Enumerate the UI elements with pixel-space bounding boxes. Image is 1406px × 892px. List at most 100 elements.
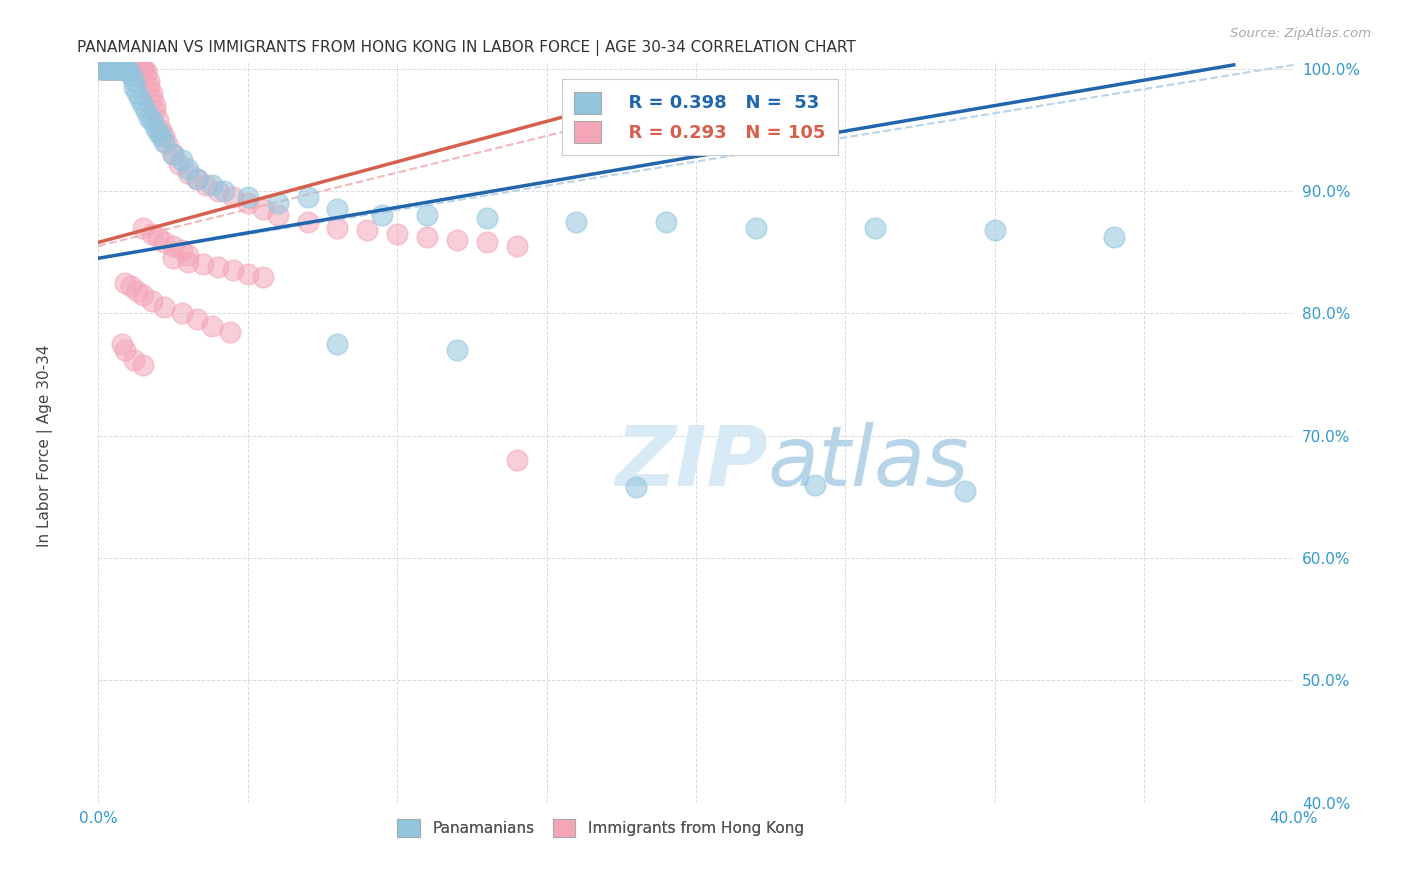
Point bbox=[475, 235, 498, 250]
Point bbox=[143, 98, 166, 112]
Point bbox=[1104, 230, 1126, 244]
Point bbox=[96, 62, 118, 76]
Point bbox=[141, 112, 163, 127]
Point bbox=[108, 62, 131, 76]
Point bbox=[162, 147, 184, 161]
Legend: Panamanians, Immigrants from Hong Kong: Panamanians, Immigrants from Hong Kong bbox=[391, 813, 810, 843]
Point bbox=[124, 352, 146, 367]
Point bbox=[98, 62, 122, 76]
Point bbox=[297, 214, 319, 228]
Point bbox=[177, 165, 200, 179]
Point bbox=[297, 190, 319, 204]
Point bbox=[141, 92, 163, 106]
Point bbox=[655, 214, 678, 228]
Point bbox=[207, 260, 229, 274]
Point bbox=[114, 62, 136, 76]
Point bbox=[132, 62, 155, 76]
Point bbox=[127, 285, 149, 299]
Point bbox=[446, 233, 468, 247]
Point bbox=[114, 276, 136, 290]
Point bbox=[124, 62, 146, 76]
Point bbox=[191, 257, 214, 271]
Text: ZIP: ZIP bbox=[614, 422, 768, 503]
Point bbox=[150, 122, 173, 136]
Point bbox=[416, 230, 439, 244]
Point bbox=[804, 477, 827, 491]
Point bbox=[385, 227, 409, 241]
Point bbox=[120, 62, 142, 76]
Point bbox=[105, 62, 128, 76]
Point bbox=[865, 220, 887, 235]
Point bbox=[120, 279, 142, 293]
Point bbox=[120, 62, 142, 76]
Point bbox=[108, 62, 131, 76]
Point bbox=[124, 62, 146, 76]
Point bbox=[162, 252, 184, 266]
Point bbox=[90, 62, 112, 76]
Point bbox=[120, 62, 142, 76]
Point bbox=[138, 74, 160, 88]
Point bbox=[103, 62, 125, 76]
Point bbox=[127, 86, 149, 100]
Point bbox=[475, 211, 498, 225]
Point bbox=[267, 208, 290, 222]
Point bbox=[141, 86, 163, 100]
Point bbox=[143, 104, 166, 119]
Point bbox=[135, 104, 157, 119]
Point bbox=[252, 269, 274, 284]
Point bbox=[267, 196, 290, 211]
Point bbox=[111, 62, 134, 76]
Point bbox=[148, 230, 170, 244]
Point bbox=[162, 239, 184, 253]
Point bbox=[236, 196, 259, 211]
Point bbox=[114, 62, 136, 76]
Point bbox=[124, 74, 146, 88]
Point bbox=[177, 161, 200, 176]
Point bbox=[132, 288, 155, 302]
Point bbox=[207, 184, 229, 198]
Point bbox=[195, 178, 218, 192]
Point bbox=[148, 112, 170, 127]
Point bbox=[111, 62, 134, 76]
Point bbox=[117, 64, 139, 78]
Point bbox=[138, 111, 160, 125]
Text: PANAMANIAN VS IMMIGRANTS FROM HONG KONG IN LABOR FORCE | AGE 30-34 CORRELATION C: PANAMANIAN VS IMMIGRANTS FROM HONG KONG … bbox=[77, 40, 856, 56]
Point bbox=[222, 263, 245, 277]
Point bbox=[127, 62, 149, 76]
Point bbox=[201, 178, 224, 192]
Point bbox=[111, 62, 134, 76]
Point bbox=[105, 62, 128, 76]
Point bbox=[98, 62, 122, 76]
Point bbox=[129, 62, 152, 76]
Point bbox=[135, 64, 157, 78]
Point bbox=[124, 62, 146, 76]
Point bbox=[626, 480, 648, 494]
Point bbox=[111, 62, 134, 76]
Point bbox=[117, 62, 139, 76]
Point bbox=[953, 483, 976, 498]
Point bbox=[172, 153, 194, 168]
Point bbox=[96, 62, 118, 76]
Point bbox=[103, 62, 125, 76]
Point bbox=[129, 92, 152, 106]
Point bbox=[114, 62, 136, 76]
Point bbox=[103, 62, 125, 76]
Point bbox=[129, 62, 152, 76]
Point bbox=[93, 62, 115, 76]
Text: atlas: atlas bbox=[768, 422, 969, 503]
Point bbox=[565, 214, 588, 228]
Point bbox=[141, 294, 163, 309]
Point bbox=[105, 62, 128, 76]
Point bbox=[236, 190, 259, 204]
Point bbox=[162, 147, 184, 161]
Point bbox=[108, 62, 131, 76]
Point bbox=[96, 62, 118, 76]
Point bbox=[105, 62, 128, 76]
Point bbox=[90, 62, 112, 76]
Point bbox=[153, 235, 176, 250]
Point bbox=[506, 239, 529, 253]
Point bbox=[506, 453, 529, 467]
Point bbox=[114, 62, 136, 76]
Point bbox=[132, 220, 155, 235]
Point bbox=[111, 62, 134, 76]
